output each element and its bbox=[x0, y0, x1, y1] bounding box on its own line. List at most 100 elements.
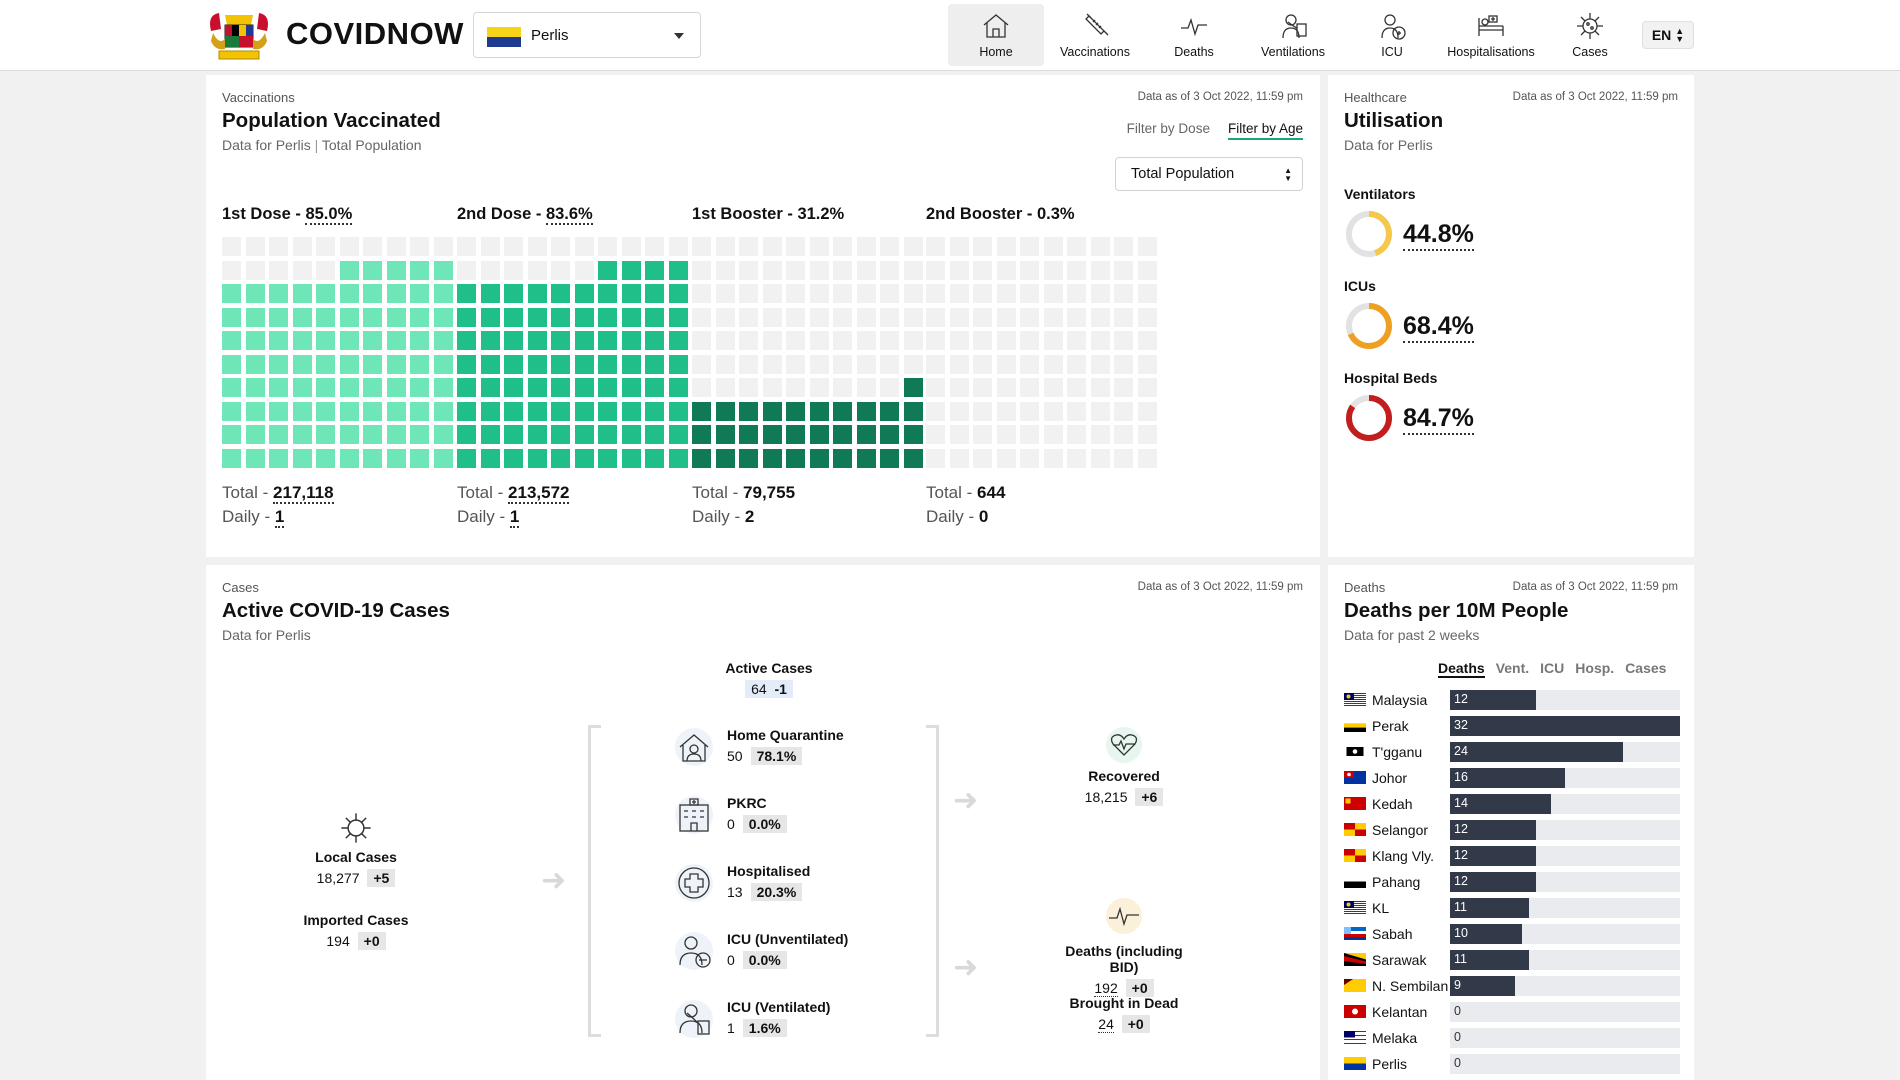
card-title: Utilisation bbox=[1344, 109, 1444, 132]
waffle-cell-filled bbox=[339, 425, 359, 444]
waffle-cell-filled bbox=[316, 448, 335, 468]
nav-label: Home bbox=[979, 45, 1013, 59]
bar-label: Malaysia bbox=[1372, 692, 1428, 708]
waffle-cell-empty bbox=[809, 354, 829, 374]
waffle-cell-empty bbox=[996, 448, 1016, 468]
bar-row[interactable]: N. Sembilan 9 bbox=[1344, 976, 1680, 996]
dose-percent[interactable]: 85.0% bbox=[305, 205, 353, 225]
card-subtitle: Data for Perlis | Total Population bbox=[222, 137, 422, 153]
waffle-cell-filled bbox=[668, 425, 688, 444]
nav-icu[interactable]: ICU bbox=[1344, 4, 1440, 66]
case-category-text: PKRC 0 0.0% bbox=[727, 795, 787, 833]
waffle-cell-filled bbox=[386, 260, 406, 280]
waffle-cell-empty bbox=[996, 331, 1016, 350]
nav-deaths[interactable]: Deaths bbox=[1146, 4, 1242, 66]
bar-row[interactable]: Melaka 0 bbox=[1344, 1028, 1680, 1048]
waffle-cell-empty bbox=[715, 354, 735, 374]
icu-unventilated-icon bbox=[675, 932, 713, 970]
bar bbox=[1450, 716, 1680, 736]
bar-row[interactable]: Perlis 0 bbox=[1344, 1054, 1680, 1074]
waffle-cell-filled bbox=[692, 425, 711, 444]
bar-row[interactable]: Kelantan 0 bbox=[1344, 1002, 1680, 1022]
bar-row[interactable]: T'gganu 24 bbox=[1344, 742, 1680, 762]
language-select[interactable]: EN ▲ ▼ bbox=[1642, 21, 1694, 49]
waffle-cell-filled bbox=[386, 448, 406, 468]
waffle-cell-empty bbox=[1137, 307, 1157, 327]
bar-track: 14 bbox=[1450, 794, 1680, 814]
bar-row[interactable]: KL 11 bbox=[1344, 898, 1680, 918]
bar-row[interactable]: Malaysia 12 bbox=[1344, 690, 1680, 710]
waffle-cell-filled bbox=[316, 354, 335, 374]
utilisation-value[interactable]: 44.8% bbox=[1403, 219, 1474, 251]
waffle-cell-empty bbox=[809, 307, 829, 327]
bar-row[interactable]: Selangor 12 bbox=[1344, 820, 1680, 840]
waffle-cell-filled bbox=[551, 307, 570, 327]
waffle-cell-filled bbox=[551, 425, 570, 444]
dose-label: 2nd Dose - bbox=[457, 205, 546, 223]
waffle-cell-empty bbox=[1114, 401, 1133, 421]
bar-row[interactable]: Kedah 14 bbox=[1344, 794, 1680, 814]
dose-total-value[interactable]: 217,118 bbox=[273, 483, 334, 504]
case-category-values: 13 20.3% bbox=[727, 883, 810, 901]
waffle-cell-filled bbox=[574, 307, 594, 327]
bar-row[interactable]: Sabah 10 bbox=[1344, 924, 1680, 944]
state-flag-icon bbox=[1344, 979, 1366, 992]
waffle-cell-filled bbox=[692, 401, 711, 421]
waffle-cell-empty bbox=[1043, 260, 1063, 280]
waffle-cell-empty bbox=[903, 354, 923, 374]
bid-value[interactable]: 24 bbox=[1098, 1016, 1114, 1033]
waffle-cell-empty bbox=[762, 260, 782, 280]
metric-tab[interactable]: Cases bbox=[1625, 660, 1667, 676]
waffle-cell-empty bbox=[363, 237, 382, 256]
arrow-right-icon: ➜ bbox=[953, 951, 979, 984]
nav-ventilations[interactable]: Ventilations bbox=[1242, 4, 1344, 66]
bar-label: Klang Vly. bbox=[1372, 848, 1434, 864]
utilisation-value[interactable]: 68.4% bbox=[1403, 311, 1474, 343]
waffle-cell-empty bbox=[692, 378, 711, 397]
dose-daily-value[interactable]: 1 bbox=[274, 507, 285, 528]
waffle-cell-filled bbox=[245, 354, 265, 374]
dose-daily-value[interactable]: 1 bbox=[509, 507, 520, 528]
metric-tab[interactable]: ICU bbox=[1540, 660, 1565, 676]
bar-row[interactable]: Perak 32 bbox=[1344, 716, 1680, 736]
waffle-cell-filled bbox=[645, 448, 664, 468]
nav-cases[interactable]: Cases bbox=[1542, 4, 1638, 66]
bar-row[interactable]: Johor 16 bbox=[1344, 768, 1680, 788]
card-title: Deaths per 10M People bbox=[1344, 599, 1569, 622]
dose-total-value[interactable]: 213,572 bbox=[508, 483, 570, 504]
filter-by-dose-tab[interactable]: Filter by Dose bbox=[1126, 121, 1210, 136]
nav-vaccinations[interactable]: Vaccinations bbox=[1044, 4, 1146, 66]
metric-tab[interactable]: Hosp. bbox=[1575, 660, 1615, 676]
state-select[interactable]: Perlis bbox=[473, 12, 701, 58]
bar-row[interactable]: Klang Vly. 12 bbox=[1344, 846, 1680, 866]
waffle-cell-empty bbox=[903, 260, 923, 280]
waffle-cell-empty bbox=[1067, 354, 1086, 374]
data-as-of: Data as of 3 Oct 2022, 11:59 pm bbox=[1137, 581, 1303, 593]
population-select[interactable]: Total Population ▲ ▼ bbox=[1115, 157, 1303, 191]
utilisation-label: Hospital Beds bbox=[1344, 370, 1438, 386]
metric-tab[interactable]: Vent. bbox=[1495, 660, 1530, 676]
card-eyebrow: Deaths bbox=[1344, 580, 1386, 595]
nav-home[interactable]: Home bbox=[948, 4, 1044, 66]
malaysia-coat-of-arms-logo[interactable] bbox=[205, 9, 273, 63]
waffle-cell-empty bbox=[973, 260, 992, 280]
bar-row[interactable]: Pahang 12 bbox=[1344, 872, 1680, 892]
waffle-cell-empty bbox=[786, 307, 805, 327]
waffle-cell-filled bbox=[292, 401, 312, 421]
filter-by-age-tab[interactable]: Filter by Age bbox=[1227, 121, 1303, 140]
waffle-cell-filled bbox=[551, 401, 570, 421]
utilisation-value[interactable]: 84.7% bbox=[1403, 403, 1474, 435]
dose-percent[interactable]: 83.6% bbox=[545, 205, 593, 225]
top-navbar: COVIDNOW Perlis Home Vaccinations Deaths bbox=[0, 0, 1900, 71]
deaths-value[interactable]: 192 bbox=[1094, 980, 1118, 997]
waffle-cell-filled bbox=[574, 378, 594, 397]
waffle-cell-empty bbox=[386, 237, 406, 256]
bar-row[interactable]: Sarawak 11 bbox=[1344, 950, 1680, 970]
waffle-cell-filled bbox=[645, 401, 664, 421]
nav-hospitalisations[interactable]: Hospitalisations bbox=[1440, 4, 1542, 66]
metric-tab[interactable]: Deaths bbox=[1438, 660, 1485, 678]
waffle-cell-empty bbox=[1137, 378, 1157, 397]
waffle-cell-empty bbox=[809, 260, 829, 280]
waffle-cell-empty bbox=[457, 260, 476, 280]
brand-title[interactable]: COVIDNOW bbox=[286, 16, 464, 51]
